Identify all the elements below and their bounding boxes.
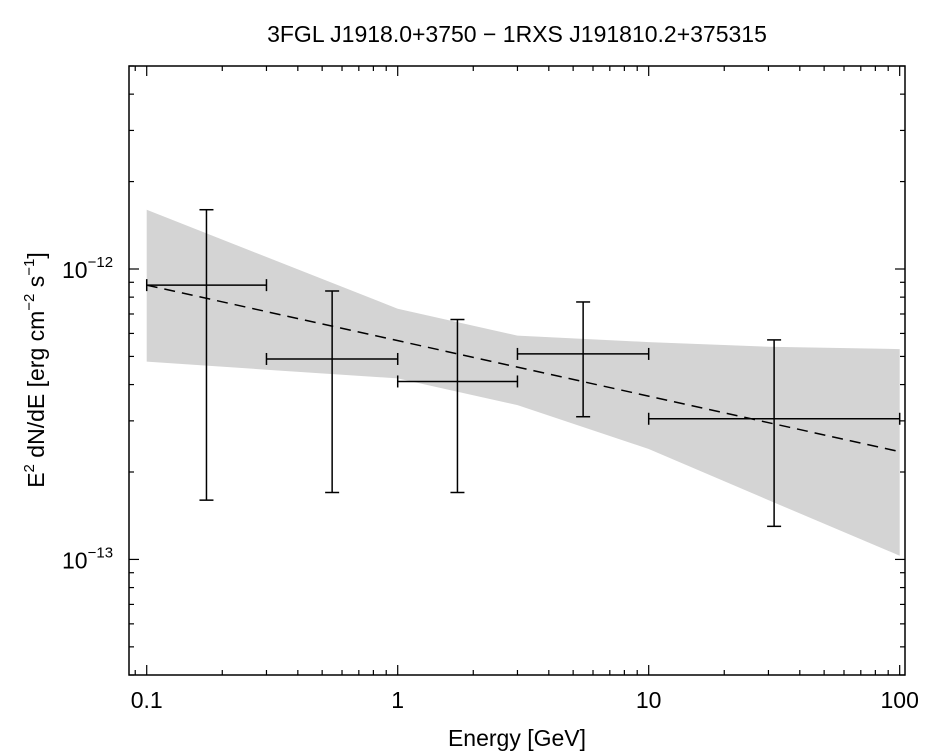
y-label-mid: dN/dE [erg cm <box>23 311 49 464</box>
model-line-layer <box>146 284 900 453</box>
y-tick-base: 10 <box>62 547 88 573</box>
x-tick-label: 0.1 <box>131 687 163 713</box>
data-point-4 <box>516 301 650 418</box>
confidence-band-layer <box>146 209 900 556</box>
data-point-5 <box>647 339 901 528</box>
y-label-sup-3: −1 <box>21 259 38 276</box>
x-axis-label: Energy [GeV] <box>448 725 586 751</box>
chart-title: 3FGL J1918.0+3750 − 1RXS J191810.2+37531… <box>267 21 767 47</box>
x-tick-label: 10 <box>636 687 662 713</box>
data-point-1 <box>145 208 268 501</box>
data-point-2 <box>265 290 399 494</box>
data-points-layer <box>145 208 901 528</box>
y-axis-label: E2 dN/dE [erg cm−2 s−1] <box>21 252 49 488</box>
y-tick-label: 10−13 <box>62 544 113 573</box>
y-tick-exponent: −12 <box>88 254 113 271</box>
y-tick-label: 10−12 <box>62 254 113 283</box>
confidence-band <box>146 209 900 556</box>
data-point-3 <box>396 318 519 494</box>
y-label-suffix: ] <box>23 252 49 258</box>
y-label-sup-1: 2 <box>21 464 38 472</box>
x-tick-label: 1 <box>391 687 404 713</box>
y-label-prefix: E <box>23 472 49 487</box>
model-dashed-line <box>146 284 900 453</box>
y-label-mid-2: s <box>23 276 49 294</box>
y-tick-base: 10 <box>62 257 88 283</box>
y-tick-exponent: −13 <box>88 544 113 561</box>
y-label-sup-2: −2 <box>21 294 38 311</box>
x-tick-label: 100 <box>880 687 918 713</box>
